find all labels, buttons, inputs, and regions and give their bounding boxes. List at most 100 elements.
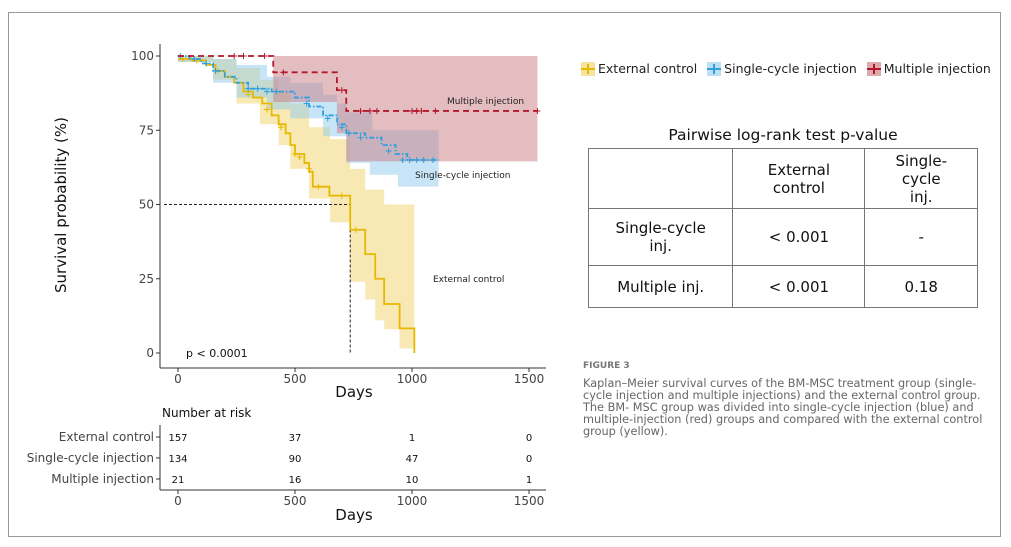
censor-mark [373, 107, 380, 114]
risk-row-label: Single-cycle injection [27, 451, 154, 465]
row-label: Multiple inj. [587, 265, 734, 308]
legend-label: Single-cycle injection [724, 61, 857, 76]
censor-mark [534, 107, 541, 114]
risk-count: 134 [168, 454, 187, 465]
censor-mark [413, 156, 420, 163]
censor-mark [191, 55, 198, 62]
censor-mark [432, 107, 439, 114]
x-tick-label: 0 [174, 372, 182, 386]
censor-mark [245, 91, 252, 98]
curve-label: Multiple injection [447, 97, 524, 107]
censor-mark [231, 53, 238, 59]
curve-label: External control [433, 275, 504, 285]
risk-row-label: External control [59, 430, 154, 444]
risk-row-label: Multiple injection [51, 472, 154, 486]
censor-mark [212, 67, 219, 74]
censor-mark [263, 88, 270, 95]
censor-mark [261, 53, 268, 59]
header-cell: Single-cycle inj. [864, 148, 978, 209]
figure-caption: FIGURE 3 Kaplan–Meier survival curves of… [583, 360, 983, 438]
risk-count: 1 [409, 433, 415, 444]
censor-mark [273, 88, 280, 95]
censor-mark [306, 165, 313, 172]
censor-mark [420, 156, 427, 163]
censor-mark [240, 53, 247, 59]
censor-mark [315, 183, 322, 190]
censor-mark [324, 115, 331, 122]
risk-count: 37 [289, 433, 302, 444]
risk-x-tick-label: 1500 [514, 494, 545, 508]
censor-mark [203, 60, 210, 67]
censor-mark [296, 153, 303, 160]
risk-x-tick-label: 0 [174, 494, 182, 508]
censor-mark [338, 87, 345, 94]
censor-mark [406, 156, 413, 163]
ci-band [178, 56, 415, 353]
risk-count: 21 [172, 475, 185, 486]
y-tick-label: 0 [146, 346, 154, 360]
risk-count: 90 [289, 454, 302, 465]
risk-x-tick-label: 1000 [397, 494, 428, 508]
censor-mark [263, 106, 270, 113]
legend-label: Multiple injection [883, 61, 991, 76]
pairwise-title: Pairwise log-rank test p-value [668, 126, 898, 144]
legend-item-external: External control [581, 61, 697, 76]
risk-count: 1 [526, 475, 532, 486]
caption-text: Kaplan–Meier survival curves of the BM-M… [583, 377, 983, 438]
risk-x-tick-label: 500 [284, 494, 307, 508]
row-label: Single-cycle inj. [587, 208, 734, 266]
censor-mark [430, 156, 437, 163]
legend-swatch [581, 61, 595, 76]
risk-count: 0 [526, 454, 532, 465]
legend-swatch [866, 61, 881, 76]
risk-count: 157 [168, 433, 187, 444]
risk-table-title: Number at risk [162, 406, 251, 420]
figure-frame [8, 12, 1001, 537]
censor-mark [385, 148, 392, 155]
censor-mark [245, 85, 252, 92]
censor-mark [338, 124, 345, 131]
censor-mark [366, 107, 373, 114]
ci-band [273, 56, 538, 162]
risk-x-axis-label: Days [335, 506, 373, 524]
cell: - [864, 208, 978, 266]
x-tick-label: 1500 [514, 372, 545, 386]
censor-mark [254, 85, 261, 92]
cell: 0.18 [864, 265, 978, 308]
header-cell [587, 148, 734, 209]
risk-count: 10 [406, 475, 419, 486]
censor-mark [280, 69, 287, 76]
y-tick-label: 75 [139, 123, 154, 137]
y-axis-label: Survival probability (%) [52, 117, 70, 293]
censor-mark [277, 124, 284, 131]
risk-count: 0 [526, 433, 532, 444]
x-tick-label: 1000 [397, 372, 428, 386]
censor-mark [352, 226, 359, 233]
risk-count: 16 [289, 475, 302, 486]
cell: < 0.001 [732, 208, 866, 266]
survival-curve [178, 55, 538, 112]
x-tick-label: 500 [284, 372, 307, 386]
y-tick-label: 25 [139, 272, 154, 286]
header-cell: External control [732, 148, 866, 209]
censor-mark [357, 107, 364, 114]
censor-mark [357, 134, 364, 141]
curve-label: Single-cycle injection [415, 171, 510, 181]
cell: < 0.001 [732, 265, 866, 308]
legend-swatch [707, 61, 722, 76]
censor-mark [399, 156, 406, 163]
legend-item-single: Single-cycle injection [707, 61, 857, 76]
legend: External control Single-cycle injection … [581, 61, 995, 76]
censor-mark [338, 192, 345, 199]
censor-mark [418, 107, 425, 114]
y-tick-label: 50 [139, 198, 154, 212]
x-axis-label: Days [335, 383, 373, 401]
survival-curve [178, 55, 439, 161]
risk-count: 47 [406, 454, 419, 465]
censor-mark [303, 100, 310, 107]
figure-label: FIGURE 3 [583, 361, 630, 371]
censor-mark [345, 130, 352, 137]
pairwise-table: External control Single-cycle inj. Single… [587, 148, 978, 308]
p-value: p < 0.0001 [186, 347, 248, 360]
